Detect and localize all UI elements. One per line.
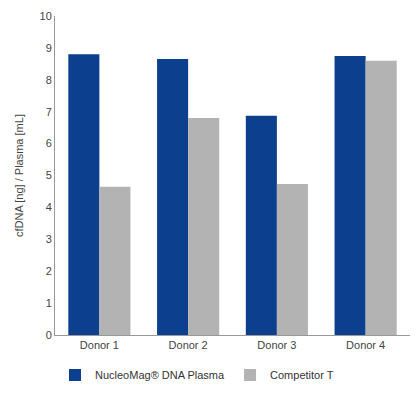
svg-text:6: 6	[46, 137, 52, 149]
svg-text:2: 2	[46, 265, 52, 277]
svg-text:cfDNA [ng] / Plasma [mL]: cfDNA [ng] / Plasma [mL]	[13, 114, 25, 237]
svg-text:NucleoMag® DNA Plasma: NucleoMag® DNA Plasma	[95, 369, 225, 381]
svg-text:5: 5	[46, 169, 52, 181]
svg-text:Donor 1: Donor 1	[80, 339, 119, 351]
svg-text:8: 8	[46, 74, 52, 86]
svg-text:Donor 4: Donor 4	[346, 339, 385, 351]
svg-text:3: 3	[46, 233, 52, 245]
svg-text:0: 0	[46, 329, 52, 341]
svg-text:7: 7	[46, 106, 52, 118]
svg-text:10: 10	[40, 10, 52, 22]
svg-text:Donor 2: Donor 2	[169, 339, 208, 351]
svg-text:4: 4	[46, 201, 52, 213]
svg-text:1: 1	[46, 297, 52, 309]
svg-text:9: 9	[46, 42, 52, 54]
svg-text:Donor 3: Donor 3	[257, 339, 296, 351]
svg-text:Competitor T: Competitor T	[270, 369, 334, 381]
